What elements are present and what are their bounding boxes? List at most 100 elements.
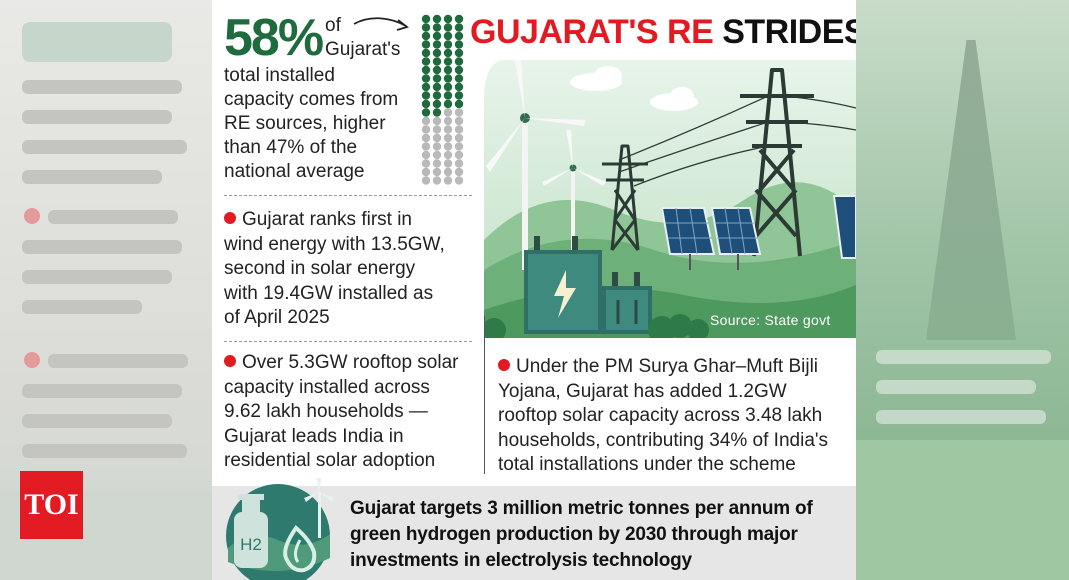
filled-dot [443, 40, 453, 49]
filled-dot [421, 31, 431, 41]
filled-dot [454, 14, 464, 24]
empty-dot [454, 142, 464, 151]
filled-dot [421, 65, 431, 75]
filled-dot [432, 14, 442, 24]
filled-dot [421, 40, 431, 49]
bullet-line: with 19.4GW installed as [224, 282, 434, 304]
empty-dot [432, 125, 442, 134]
filled-dot [421, 82, 431, 92]
filled-dot [421, 14, 431, 24]
background-left-blur [0, 0, 212, 580]
empty-dot [443, 150, 453, 160]
footer-line: Gujarat targets 3 million metric tonnes … [350, 498, 813, 519]
filled-dot [443, 65, 453, 75]
empty-dot [454, 150, 464, 160]
filled-dot [432, 82, 442, 92]
curved-arrow-icon [353, 17, 409, 31]
empty-dot [432, 176, 442, 185]
footer-hydrogen-target: Gujarat targets 3 million metric tonnes … [350, 496, 850, 574]
filled-dot [432, 31, 442, 41]
bullet-wind-solar-ranking: Gujarat ranks first in wind energy with … [224, 208, 445, 331]
empty-dot [432, 142, 442, 151]
empty-dot [421, 176, 431, 185]
red-bullet-icon [224, 355, 236, 367]
bullet-line: second in solar energy [224, 258, 416, 279]
filled-dot [432, 48, 442, 58]
stat-percent: 58% [224, 9, 324, 67]
footer-line: green hydrogen production by 2030 throug… [350, 524, 798, 545]
stat-line-gujarat: Gujarat's [325, 39, 401, 60]
empty-dot [421, 167, 431, 177]
empty-dot [432, 116, 442, 126]
empty-dot [454, 176, 464, 185]
filled-dot [454, 99, 464, 109]
stat-line: total installed [224, 65, 335, 86]
empty-dot [443, 108, 453, 117]
filled-dot [454, 91, 464, 100]
empty-dot [432, 159, 442, 168]
source-note: Source: State govt [710, 312, 831, 328]
filled-dot [421, 57, 431, 66]
percentage-dot-grid [421, 14, 464, 185]
bullet-line: Under the PM Surya Ghar–Muft Bijli [516, 356, 819, 377]
filled-dot [454, 82, 464, 92]
empty-dot [421, 150, 431, 160]
bullet-line: 9.62 lakh households — [224, 401, 428, 422]
infographic-card: 58% of Gujarat's total installed capacit… [212, 0, 856, 580]
filled-dot [443, 23, 453, 32]
filled-dot [443, 82, 453, 92]
filled-dot [454, 48, 464, 58]
bullet-line: rooftop solar capacity across 3.48 lakh [498, 405, 823, 426]
bullet-line: capacity installed across [224, 376, 430, 398]
empty-dot [432, 150, 442, 160]
empty-dot [432, 133, 442, 143]
bullet-line: Gujarat leads India in [224, 425, 404, 447]
toi-logo: TOI [20, 471, 83, 539]
bullet-line: of April 2025 [224, 307, 330, 328]
filled-dot [443, 74, 453, 83]
filled-dot [432, 40, 442, 49]
filled-dot [421, 91, 431, 100]
divider [224, 195, 472, 196]
hydrogen-tank-icon: H2 [226, 478, 334, 580]
filled-dot [443, 91, 453, 100]
stat-line: than 47% of the [224, 137, 358, 158]
filled-dot [432, 91, 442, 100]
empty-dot [421, 125, 431, 134]
filled-dot [454, 57, 464, 66]
bullet-pm-surya-ghar: Under the PM Surya Ghar–Muft Bijli Yojan… [498, 355, 828, 478]
footer-line: investments in electrolysis technology [350, 550, 692, 571]
empty-dot [421, 116, 431, 126]
empty-dot [421, 133, 431, 143]
filled-dot [421, 74, 431, 83]
bullet-line: Gujarat ranks first in [242, 209, 412, 230]
empty-dot [443, 116, 453, 126]
filled-dot [443, 48, 453, 58]
bullet-line: residential solar adoption [224, 450, 436, 471]
filled-dot [432, 57, 442, 66]
stat-line: national average [224, 161, 365, 182]
stat-line: RE sources, higher [224, 113, 386, 134]
empty-dot [454, 159, 464, 168]
filled-dot [421, 23, 431, 32]
bullet-line: Over 5.3GW rooftop solar [242, 352, 459, 373]
filled-dot [432, 108, 442, 117]
filled-dot [454, 74, 464, 83]
filled-dot [454, 23, 464, 32]
wind-solar-transmission-illustration [484, 60, 856, 338]
column-separator [484, 316, 485, 474]
stat-description: total installed capacity comes from RE s… [224, 64, 429, 184]
bullet-rooftop-solar: Over 5.3GW rooftop solar capacity instal… [224, 351, 458, 474]
empty-dot [443, 159, 453, 168]
filled-dot [454, 65, 464, 75]
stat-line: capacity comes from [224, 89, 399, 110]
headline: GUJARAT'S RE STRIDES [470, 10, 856, 54]
bullet-line: total installations under the scheme [498, 454, 796, 475]
background-right-blur [856, 0, 1069, 580]
filled-dot [443, 14, 453, 24]
empty-dot [421, 142, 431, 151]
bullet-line: wind energy with 13.5GW, [224, 233, 445, 255]
empty-dot [443, 167, 453, 177]
red-bullet-icon [224, 212, 236, 224]
empty-dot [443, 133, 453, 143]
